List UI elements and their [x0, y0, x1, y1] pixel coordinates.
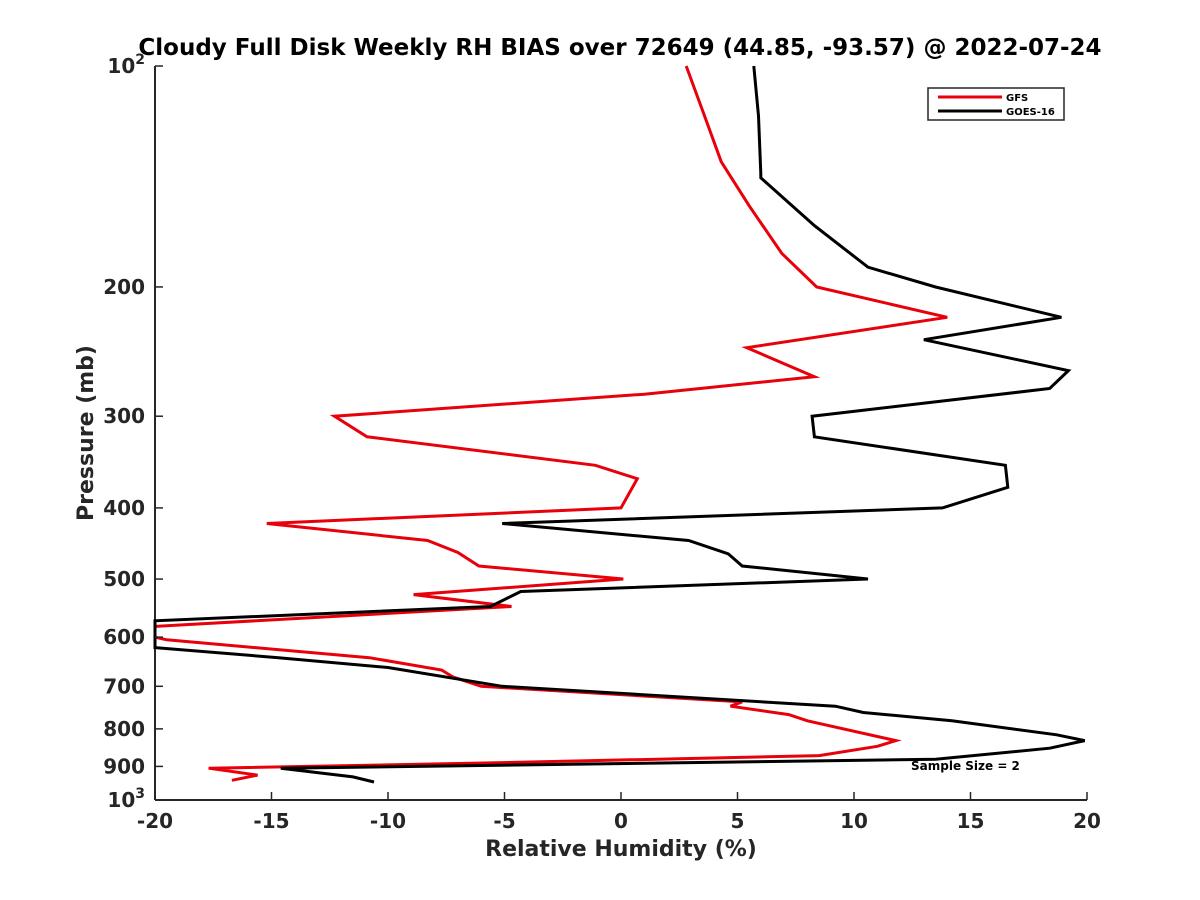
legend-label-gfs: GFS [1006, 93, 1028, 104]
y-axis-label: Pressure (mb) [74, 345, 99, 521]
x-tick-label: -20 [137, 809, 173, 833]
sample-size-annotation: Sample Size = 2 [911, 759, 1020, 773]
x-tick-label: 10 [840, 809, 868, 833]
y-tick-label: 500 [103, 567, 145, 591]
legend-box [927, 87, 1065, 121]
y-tick-label: 600 [103, 625, 145, 649]
y-tick-label: 800 [103, 717, 145, 741]
x-tick-label: -10 [370, 809, 406, 833]
x-tick-label: -5 [493, 809, 515, 833]
x-tick-label: 0 [614, 809, 628, 833]
plot-frame [155, 66, 1087, 800]
legend: GFS GOES-16 [927, 87, 1065, 121]
legend-label-goes16: GOES-16 [1006, 107, 1055, 118]
y-tick-label: 400 [103, 496, 145, 520]
y-tick-label: 103 [107, 786, 145, 812]
y-tick-label: 300 [103, 404, 145, 428]
ticks-layer: -20 -15 -10 -5 0 5 10 15 20 102 200 300 400 500 600 700… [103, 52, 1101, 833]
y-tick-label: 102 [107, 52, 145, 78]
x-tick-label: 15 [957, 809, 985, 833]
x-tick-label: 5 [731, 809, 745, 833]
y-tick-label: 900 [103, 754, 145, 778]
plot-area: -20 -15 -10 -5 0 5 10 15 20 102 200 300 400 500 600 700… [103, 52, 1101, 833]
y-tick-label: 200 [103, 275, 145, 299]
x-tick-label: -15 [253, 809, 289, 833]
series-line-goes16 [153, 65, 1086, 784]
x-axis-label: Relative Humidity (%) [485, 837, 757, 862]
chart-title: Cloudy Full Disk Weekly RH BIAS over 726… [138, 35, 1101, 61]
series-line-gfs [153, 65, 948, 782]
x-tick-label: 20 [1073, 809, 1101, 833]
series-layer [153, 65, 1086, 784]
y-tick-label: 700 [103, 674, 145, 698]
